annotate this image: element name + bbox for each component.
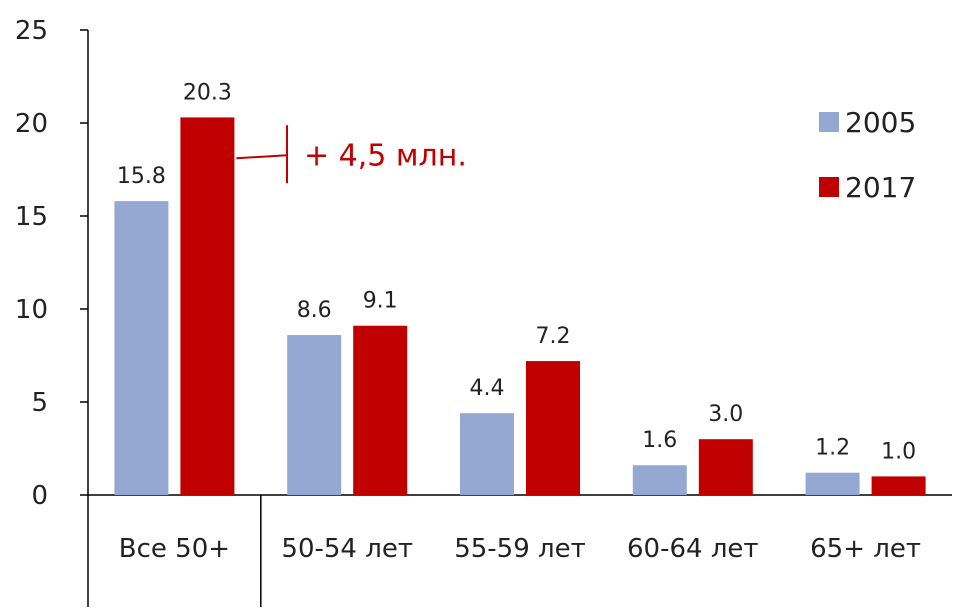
legend-swatch-2017 [819, 177, 839, 197]
data-labels: 15.8 20.3 8.6 9.1 4.4 7.2 1.6 3.0 1.2 1.0 [117, 80, 916, 464]
bar-2017 [353, 325, 408, 495]
data-label: 1.2 [815, 436, 850, 461]
bar-2005 [460, 413, 514, 495]
annotation-text: + 4,5 млн. [304, 138, 467, 173]
legend-label-2005: 2005 [845, 106, 916, 139]
data-label: 15.8 [117, 164, 166, 189]
y-tick-label: 5 [31, 388, 48, 418]
bar-2017 [526, 361, 580, 495]
bar-2005 [632, 465, 687, 495]
category-label: 55-59 лет [454, 534, 586, 564]
legend-swatch-2005 [819, 112, 839, 132]
y-tick-label: 10 [15, 295, 48, 325]
y-tick-label: 15 [15, 202, 48, 232]
bar-2005 [114, 201, 169, 495]
data-label: 7.2 [536, 324, 571, 349]
category-label: 60-64 лет [627, 534, 759, 564]
annotation: + 4,5 млн. [236, 125, 467, 184]
data-label: 1.6 [642, 428, 677, 453]
bar-2017 [180, 117, 235, 496]
y-tick-label: 25 [15, 16, 48, 46]
y-tick-label: 0 [31, 481, 48, 511]
data-label: 3.0 [708, 402, 743, 427]
y-axis-ticks: 0 5 10 15 20 25 [15, 16, 88, 511]
data-label: 1.0 [881, 439, 916, 464]
y-tick-label: 20 [15, 109, 48, 139]
category-label: Все 50+ [119, 534, 230, 564]
bar-2017 [871, 476, 926, 495]
category-labels: Все 50+ 50-54 лет 55-59 лет 60-64 лет 65+ ле… [119, 534, 921, 564]
category-label: 65+ лет [810, 534, 921, 564]
bars [114, 117, 926, 496]
legend: 2005 2017 [819, 106, 916, 204]
legend-label-2017: 2017 [845, 171, 916, 204]
category-label: 50-54 лет [281, 534, 413, 564]
data-label: 9.1 [363, 289, 398, 314]
bar-2017 [698, 439, 753, 495]
bar-2005 [805, 472, 860, 495]
data-label: 8.6 [297, 298, 332, 323]
bar-2005 [287, 335, 342, 495]
annotation-bracket [236, 125, 288, 184]
data-label: 20.3 [183, 80, 232, 105]
data-label: 4.4 [470, 376, 505, 401]
